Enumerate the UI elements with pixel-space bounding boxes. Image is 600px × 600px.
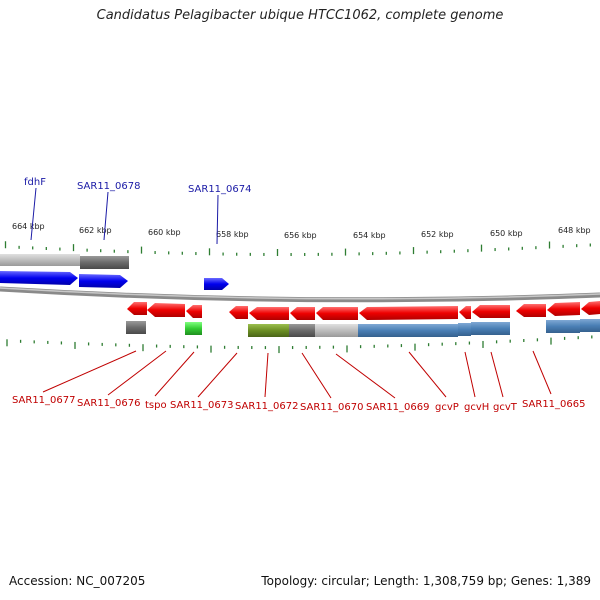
feature-steelblue[interactable] xyxy=(358,324,458,337)
gene-SAR11_0670[interactable] xyxy=(290,307,315,320)
feature-steelblue[interactable] xyxy=(580,319,600,332)
gene-minus-13[interactable] xyxy=(581,301,600,315)
gene-SAR11_0673[interactable] xyxy=(229,306,248,319)
feature-olive[interactable] xyxy=(248,324,289,337)
gene-gcvP[interactable] xyxy=(359,306,458,320)
feature-gray[interactable] xyxy=(80,256,129,269)
ruler-label-656: 656 kbp xyxy=(284,231,317,240)
feature-steelblue[interactable] xyxy=(458,323,471,336)
gene-SAR11_0676[interactable] xyxy=(147,303,185,317)
feature-steelblue[interactable] xyxy=(471,322,510,335)
ruler-label-652: 652 kbp xyxy=(421,230,454,239)
gene-SAR11_0674[interactable] xyxy=(204,278,229,290)
ruler-label-664: 664 kbp xyxy=(12,222,45,231)
gene-label-fdhF[interactable]: fdhF xyxy=(24,177,46,188)
gene-label-SAR11_0669[interactable]: SAR11_0669 xyxy=(366,402,430,413)
ruler-ticks-lower xyxy=(6,335,593,354)
gene-label-gcvT[interactable]: gcvT xyxy=(493,402,518,413)
gene-label-SAR11_0672[interactable]: SAR11_0672 xyxy=(235,401,299,412)
gene-label-SAR11_0677[interactable]: SAR11_0677 xyxy=(12,395,76,406)
ruler-label-648: 648 kbp xyxy=(558,226,591,235)
minus-strand-genes xyxy=(127,301,600,320)
gene-SAR11_0678[interactable] xyxy=(79,274,128,288)
genome-backbone xyxy=(0,286,600,303)
ruler-ticks-upper xyxy=(4,241,591,257)
feature-steelblue[interactable] xyxy=(546,320,580,333)
gene-label-gcvH[interactable]: gcvH xyxy=(464,402,489,413)
map-title: Candidatus Pelagibacter ubique HTCC1062,… xyxy=(96,8,504,23)
genome-backbone-highlight xyxy=(0,287,600,300)
accession-text: Accession: NC_007205 xyxy=(9,574,146,588)
plus-strand-genes xyxy=(0,271,229,290)
feature-lightgray[interactable] xyxy=(0,254,80,266)
gene-gcvH[interactable] xyxy=(459,306,471,319)
minus-label-leaders xyxy=(42,350,552,399)
gene-label-gcvP[interactable]: gcvP xyxy=(435,402,459,413)
ruler-label-650: 650 kbp xyxy=(490,229,523,238)
ruler-label-660: 660 kbp xyxy=(148,228,181,237)
gene-label-SAR11_0678[interactable]: SAR11_0678 xyxy=(77,181,141,192)
feature-lightgray[interactable] xyxy=(315,324,358,337)
feature-gray[interactable] xyxy=(126,321,146,334)
feature-gray[interactable] xyxy=(289,324,315,337)
ruler-label-658: 658 kbp xyxy=(216,230,249,239)
genome-summary-text: Topology: circular; Length: 1,308,759 bp… xyxy=(261,574,591,588)
gene-label-SAR11_0670[interactable]: SAR11_0670 xyxy=(300,402,364,413)
gene-label-tspo[interactable]: tspo xyxy=(145,400,167,411)
gene-tspo[interactable] xyxy=(186,305,202,318)
gene-fdhF[interactable] xyxy=(0,271,78,285)
feature-track-inner xyxy=(126,319,600,337)
gene-label-SAR11_0673[interactable]: SAR11_0673 xyxy=(170,400,234,411)
gene-label-SAR11_0665[interactable]: SAR11_0665 xyxy=(522,399,586,410)
ruler-label-654: 654 kbp xyxy=(353,231,386,240)
gene-minus-12[interactable] xyxy=(547,302,580,316)
ruler-label-662: 662 kbp xyxy=(79,226,112,235)
gene-label-SAR11_0674[interactable]: SAR11_0674 xyxy=(188,184,252,195)
feature-track-outer xyxy=(0,254,129,269)
gene-SAR11_0665[interactable] xyxy=(516,304,546,317)
gene-SAR11_0672[interactable] xyxy=(249,307,289,320)
plus-label-leaders xyxy=(30,187,219,245)
feature-green[interactable] xyxy=(185,322,202,335)
gene-label-SAR11_0676[interactable]: SAR11_0676 xyxy=(77,398,141,409)
gene-gcvT[interactable] xyxy=(472,305,510,318)
gene-SAR11_0669[interactable] xyxy=(316,307,358,320)
gene-SAR11_0677[interactable] xyxy=(127,302,147,315)
